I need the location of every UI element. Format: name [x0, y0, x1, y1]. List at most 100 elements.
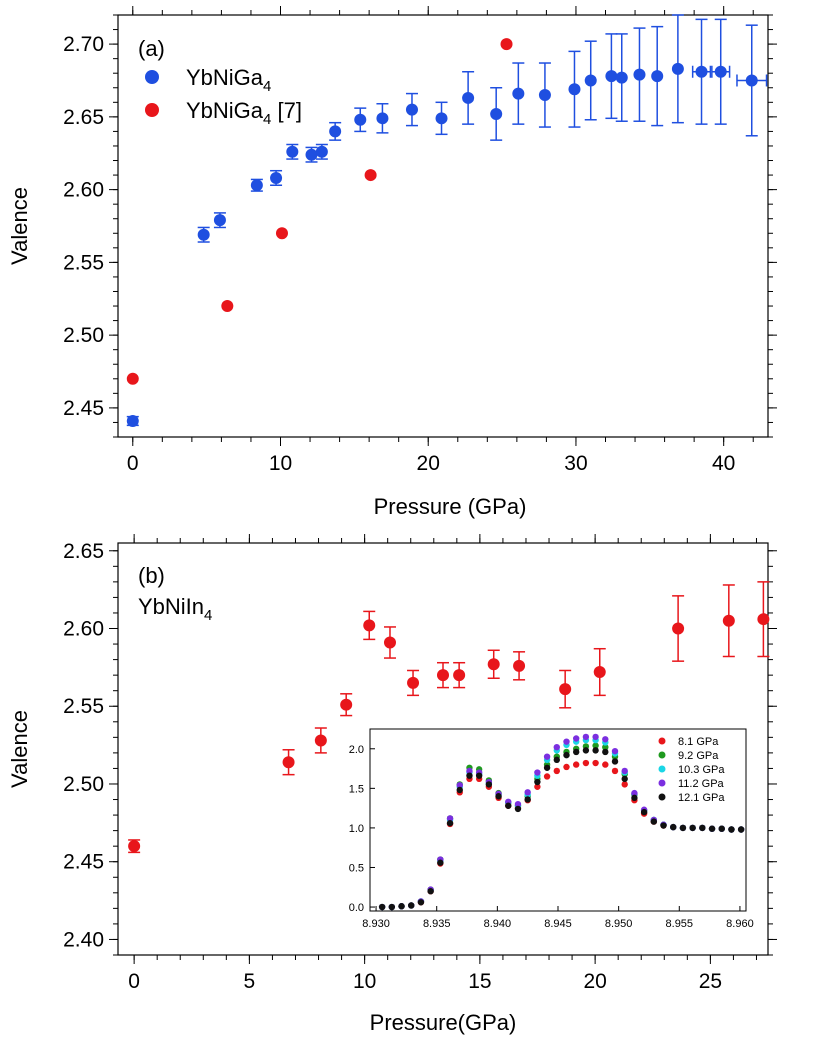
inset-x-tick-label: 8.945 — [544, 918, 572, 930]
y-tick-label: 2.50 — [63, 773, 104, 796]
inset-point — [592, 733, 599, 741]
y-tick-label: 2.65 — [63, 540, 104, 563]
inset-chart: 8.930 8.935 8.940 8.945 8.950 8.955 8.960 0.0 0.… — [349, 728, 754, 930]
inset-point — [563, 763, 570, 771]
inset-point — [728, 826, 735, 833]
data-point — [722, 614, 735, 627]
y-tick-label: 2.55 — [63, 251, 104, 274]
panel-b-frame — [117, 542, 769, 956]
data-point — [270, 171, 283, 184]
data-point — [314, 734, 327, 747]
legend-label-ybniga4: YbNiGa4 — [186, 65, 271, 95]
inset-point — [582, 733, 590, 741]
inset-point — [437, 859, 444, 866]
data-point — [672, 622, 685, 635]
inset-point — [689, 824, 696, 832]
data-point — [405, 103, 418, 116]
inset-ticks: 8.930 8.935 8.940 8.945 8.950 8.955 8.960 0.0 0.… — [349, 744, 754, 930]
inset-point — [572, 748, 580, 756]
x-tick-label: 25 — [699, 970, 722, 993]
inset-point — [427, 888, 434, 895]
inset-point — [631, 794, 638, 802]
inset-point — [408, 902, 415, 909]
inset-point — [446, 819, 454, 827]
inset-point — [456, 786, 463, 794]
inset-point — [592, 742, 599, 749]
data-point — [128, 840, 141, 853]
panel-b-series — [128, 581, 770, 854]
inset-point — [534, 769, 541, 776]
inset-legend-marker — [658, 765, 666, 773]
inset-legend-label: 12.1 GPa — [678, 792, 725, 804]
inset-point — [611, 758, 619, 765]
inset-point — [378, 903, 386, 911]
x-tick-label: 30 — [564, 452, 587, 475]
inset-x-tick-label: 8.935 — [423, 918, 451, 930]
data-point — [559, 683, 572, 696]
data-point — [221, 300, 234, 313]
inset-point — [631, 789, 638, 797]
panel-a-xlabel: Pressure (GPa) — [374, 494, 527, 519]
data-point — [275, 227, 288, 240]
inset-legend-marker — [658, 751, 666, 759]
panel-a-legend: YbNiGa4 YbNiGa4 [7] — [145, 65, 302, 128]
inset-point — [592, 759, 599, 767]
inset-legend: 8.1 GPa 9.2 GPa 10.3 GPa 11.2 GPa 12.1 GPa — [658, 736, 725, 804]
inset-point — [582, 759, 590, 767]
inset-y-tick-label: 1.5 — [349, 783, 364, 795]
panel-a-ticks: 0 10 20 30 40 2.45 2.50 2.55 2.60 2.65 2.70 — [63, 6, 777, 475]
inset-point — [582, 747, 590, 754]
data-point — [453, 669, 466, 682]
inset-point — [563, 738, 570, 745]
inset-point — [602, 736, 609, 743]
panel-a-label: (a) — [138, 36, 165, 61]
data-point — [250, 179, 263, 192]
data-point — [364, 169, 377, 182]
data-point — [376, 112, 389, 125]
data-point — [593, 666, 606, 679]
inset-point — [388, 903, 396, 911]
inset-point — [699, 824, 706, 832]
inset-legend-label: 11.2 GPa — [678, 778, 725, 790]
data-point — [745, 74, 758, 87]
data-point — [315, 145, 328, 158]
data-point — [340, 698, 353, 711]
data-point — [500, 38, 513, 51]
data-point — [462, 91, 475, 104]
inset-x-tick-label: 8.950 — [605, 918, 633, 930]
data-point — [383, 636, 396, 649]
inset-point — [602, 744, 609, 751]
data-point — [354, 113, 367, 126]
inset-point — [563, 751, 570, 759]
inset-x-tick-label: 8.955 — [666, 918, 694, 930]
inset-point — [611, 747, 619, 755]
inset-point — [524, 796, 531, 803]
inset-x-tick-label: 8.930 — [362, 918, 390, 930]
panel-a: 0 10 20 30 40 2.45 2.50 2.55 2.60 2.65 2.70 (a) Yb… — [7, 6, 777, 519]
y-tick-label: 2.55 — [63, 695, 104, 718]
inset-point — [505, 802, 512, 809]
legend-marker-ybniga4 — [145, 70, 159, 84]
inset-point — [670, 823, 677, 831]
inset-point — [485, 781, 493, 788]
inset-point — [524, 789, 531, 796]
inset-point — [475, 772, 483, 779]
data-point — [568, 83, 581, 96]
legend-marker-ybniga4-ref7 — [145, 103, 159, 117]
data-point — [126, 414, 139, 427]
data-point — [329, 125, 342, 138]
y-tick-label: 2.40 — [63, 928, 104, 951]
panel-b: 0 5 10 15 20 25 2.40 2.45 2.50 2.55 2.60 2.65 (b) Y… — [7, 534, 777, 1035]
inset-point — [534, 778, 541, 786]
y-tick-label: 2.60 — [63, 179, 104, 202]
inset-point — [553, 767, 560, 775]
x-tick-label: 20 — [583, 970, 606, 993]
inset-legend-marker — [658, 737, 666, 745]
data-point — [695, 65, 708, 78]
inset-point — [679, 824, 687, 832]
panel-a-frame — [117, 14, 769, 438]
panel-a-series — [126, 14, 768, 427]
inset-legend-label: 9.2 GPa — [678, 750, 719, 762]
inset-legend-label: 10.3 GPa — [678, 764, 725, 776]
inset-x-tick-label: 8.960 — [726, 918, 754, 930]
